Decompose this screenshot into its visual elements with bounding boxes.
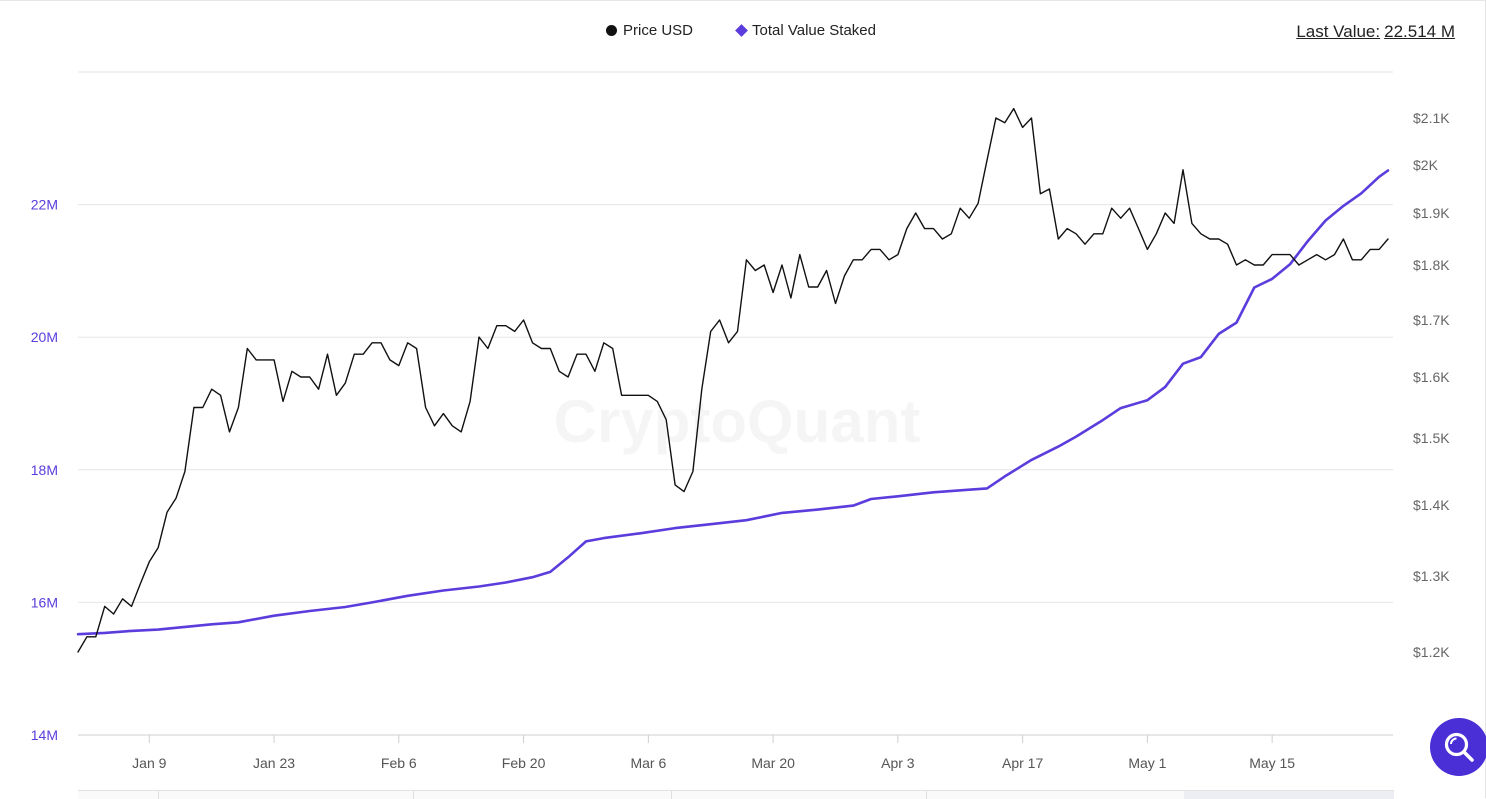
range-navigator-selection[interactable] [1184, 791, 1394, 799]
x-tick-label: Feb 6 [381, 755, 417, 771]
y-left-tick-label: 16M [31, 594, 58, 610]
series-line-price-usd [77, 107, 1389, 653]
x-tick-label: May 15 [1249, 755, 1295, 771]
x-tick-label: Jan 9 [132, 755, 166, 771]
x-tick-label: Apr 17 [1002, 755, 1043, 771]
range-navigator-divider [158, 791, 159, 799]
x-tick-label: Jan 23 [253, 755, 295, 771]
x-tick-label: Feb 20 [502, 755, 546, 771]
y-left-tick-label: 22M [31, 197, 58, 213]
y-right-tick-label: $1.4K [1413, 497, 1450, 513]
x-tick-label: May 1 [1128, 755, 1166, 771]
y-left-tick-label: 18M [31, 462, 58, 478]
chart-frame-top [0, 0, 1486, 1]
range-navigator[interactable] [78, 790, 1394, 799]
range-navigator-divider [926, 791, 927, 799]
range-navigator-divider [413, 791, 414, 799]
legend-price-marker-icon [606, 25, 617, 36]
y-left-tick-label: 20M [31, 329, 58, 345]
chart-legend: Price USD Total Value Staked [0, 22, 1486, 39]
y-left-tick-label: 14M [31, 727, 58, 743]
last-value-readout[interactable]: Last Value: 22.514 M [1296, 22, 1455, 42]
y-right-tick-label: $1.3K [1413, 568, 1450, 584]
y-right-tick-label: $1.9K [1413, 205, 1450, 221]
y-right-tick-label: $1.2K [1413, 644, 1450, 660]
y-right-tick-label: $1.5K [1413, 430, 1450, 446]
legend-staked-label: Total Value Staked [752, 22, 876, 39]
legend-price-label: Price USD [623, 22, 694, 39]
x-tick-label: Apr 3 [881, 755, 915, 771]
x-tick-label: Mar 20 [751, 755, 795, 771]
range-navigator-divider [671, 791, 672, 799]
last-value-number: 22.514 M [1384, 22, 1455, 41]
last-value-label: Last Value: [1296, 22, 1381, 41]
y-right-tick-label: $2.1K [1413, 110, 1450, 126]
y-right-tick-label: $2K [1413, 157, 1439, 173]
watermark-text: CryptoQuant [554, 388, 921, 455]
search-icon [1444, 732, 1474, 762]
y-right-tick-label: $1.6K [1413, 369, 1450, 385]
y-right-tick-label: $1.8K [1413, 257, 1450, 273]
legend-item-price[interactable]: Price USD [606, 22, 693, 39]
y-right-tick-label: $1.7K [1413, 312, 1450, 328]
legend-item-staked[interactable]: Total Value Staked [735, 22, 876, 39]
search-button[interactable] [1430, 718, 1486, 776]
series-line-total-value-staked [76, 169, 1390, 636]
x-tick-label: Mar 6 [630, 755, 666, 771]
